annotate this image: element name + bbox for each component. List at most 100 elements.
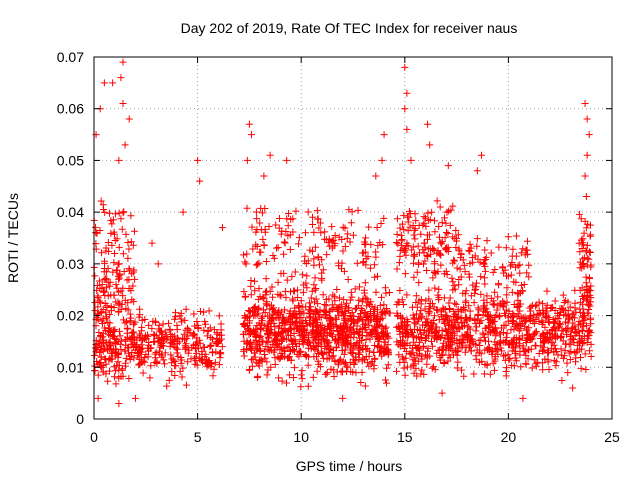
data-point [282, 294, 290, 302]
data-point [163, 382, 171, 390]
data-point [327, 321, 335, 329]
data-point [438, 352, 446, 360]
data-point [191, 331, 199, 339]
data-point [253, 322, 261, 330]
data-point [301, 229, 309, 237]
data-point [119, 250, 127, 258]
data-point [585, 255, 593, 263]
data-point [138, 316, 146, 324]
data-point [259, 293, 267, 301]
data-point [491, 355, 499, 363]
data-point [417, 352, 425, 360]
data-point [297, 383, 305, 391]
data-point [311, 306, 319, 314]
data-point [341, 307, 349, 315]
data-point [438, 389, 446, 397]
data-point [376, 348, 384, 356]
data-point [307, 345, 315, 353]
data-point [92, 240, 100, 248]
data-point [323, 323, 331, 331]
data-point [454, 305, 462, 313]
data-point [466, 240, 474, 248]
data-point [583, 286, 591, 294]
data-point [286, 371, 294, 379]
data-point [316, 219, 324, 227]
data-point [271, 336, 279, 344]
data-point [264, 320, 272, 328]
data-point [252, 241, 260, 249]
data-point [495, 280, 503, 288]
data-point [156, 336, 164, 344]
data-point [361, 248, 369, 256]
data-point [587, 231, 595, 239]
data-point [291, 304, 299, 312]
data-point [466, 260, 474, 268]
data-point [121, 319, 129, 327]
data-point [299, 271, 307, 279]
data-point [559, 305, 567, 313]
data-point [452, 227, 460, 235]
data-point [516, 269, 524, 277]
data-point [199, 343, 207, 351]
data-point [170, 356, 178, 364]
data-point [129, 320, 137, 328]
data-point [475, 306, 483, 314]
data-point [122, 230, 130, 238]
data-point [481, 246, 489, 254]
data-point [277, 292, 285, 300]
data-point [257, 356, 265, 364]
data-point [357, 336, 365, 344]
data-point [461, 333, 469, 341]
data-point [267, 343, 275, 351]
data-point [281, 239, 289, 247]
data-point [95, 277, 103, 285]
data-point [539, 300, 547, 308]
data-point [254, 260, 262, 268]
data-point [382, 376, 390, 384]
data-point [141, 354, 149, 362]
data-point [118, 300, 126, 308]
data-point [268, 283, 276, 291]
data-point [104, 247, 112, 255]
data-point [477, 317, 485, 325]
data-point [477, 273, 485, 281]
data-point [571, 299, 579, 307]
plot-frame [93, 56, 613, 420]
data-point [519, 394, 527, 402]
data-point [365, 321, 373, 329]
y-tick-label: 0.03 [57, 256, 84, 272]
data-point [136, 305, 144, 313]
data-point [193, 317, 201, 325]
data-point [193, 341, 201, 349]
data-point [421, 257, 429, 265]
data-point [524, 346, 532, 354]
data-point [524, 250, 532, 258]
data-point [404, 227, 412, 235]
data-point [274, 278, 282, 286]
data-point [480, 274, 488, 282]
data-point [276, 322, 284, 330]
data-point [132, 342, 140, 350]
data-point [512, 232, 520, 240]
data-point [513, 312, 521, 320]
data-point [449, 259, 457, 267]
data-point [248, 362, 256, 370]
data-point [171, 313, 179, 321]
data-point [347, 334, 355, 342]
data-point [415, 279, 423, 287]
data-point [116, 340, 124, 348]
data-point [250, 330, 258, 338]
data-point [126, 356, 134, 364]
data-point [349, 231, 357, 239]
data-point [93, 310, 101, 318]
data-point [148, 239, 156, 247]
data-point [381, 338, 389, 346]
data-point [335, 304, 343, 312]
data-point [563, 359, 571, 367]
data-point [337, 324, 345, 332]
data-point [467, 347, 475, 355]
x-tick-label: 10 [293, 429, 309, 445]
data-point [399, 323, 407, 331]
data-point [329, 236, 337, 244]
